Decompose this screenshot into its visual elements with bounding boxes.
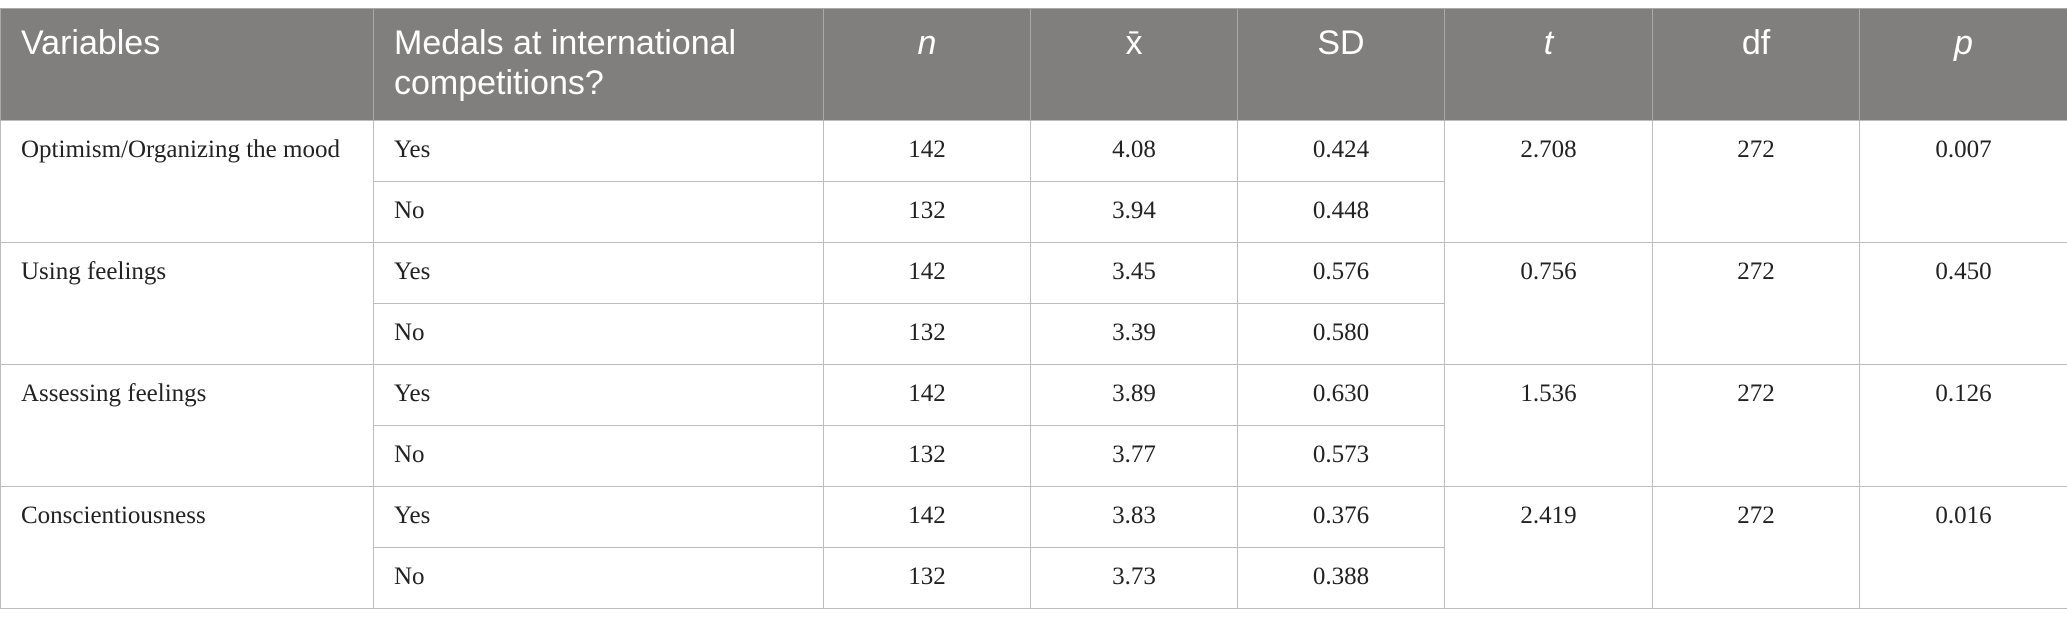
medals-cell: No [373, 425, 824, 487]
mean-cell: 3.73 [1030, 547, 1238, 609]
df-cell: 272 [1652, 364, 1860, 487]
table-header: Variables Medals at international compet… [0, 8, 2067, 121]
n-cell: 142 [823, 364, 1031, 426]
p-cell: 0.016 [1859, 486, 2067, 609]
table-body: Optimism/Organizing the mood Yes 142 4.0… [0, 120, 2067, 609]
table-row: No 132 3.73 0.388 [1, 547, 2067, 609]
t-cell: 2.708 [1444, 120, 1653, 243]
header-df: df [1652, 8, 1860, 121]
variable-cell: Optimism/Organizing the mood [0, 120, 374, 243]
sd-cell: 0.630 [1237, 364, 1445, 426]
n-cell: 132 [823, 425, 1031, 487]
table-row: Optimism/Organizing the mood Yes 142 4.0… [0, 120, 2067, 243]
medals-cell: Yes [373, 242, 824, 304]
header-p: p [1859, 8, 2067, 121]
header-sd: SD [1237, 8, 1445, 121]
sd-cell: 0.580 [1237, 303, 1445, 365]
header-variables: Variables [0, 8, 374, 121]
n-cell: 142 [823, 486, 1031, 548]
medals-cell: No [373, 303, 824, 365]
mean-cell: 4.08 [1030, 120, 1238, 182]
table-container: Variables Medals at international compet… [0, 8, 2067, 609]
header-row: Variables Medals at international compet… [0, 8, 2067, 121]
mean-cell: 3.77 [1030, 425, 1238, 487]
mean-cell: 3.45 [1030, 242, 1238, 304]
sd-cell: 0.424 [1237, 120, 1445, 182]
variable-cell: Using feelings [0, 242, 374, 365]
n-cell: 142 [823, 242, 1031, 304]
variable-cell: Conscientiousness [0, 486, 374, 609]
mean-cell: 3.89 [1030, 364, 1238, 426]
table-row: Using feelings Yes 142 3.45 0.576 0.756 … [0, 242, 2067, 365]
t-cell: 2.419 [1444, 486, 1653, 609]
table-row: Conscientiousness Yes 142 3.83 0.376 2.4… [0, 486, 2067, 609]
p-cell: 0.007 [1859, 120, 2067, 243]
variable-cell: Assessing feelings [0, 364, 374, 487]
sd-cell: 0.388 [1237, 547, 1445, 609]
table-row: No 132 3.77 0.573 [1, 425, 2067, 487]
header-mean: x̄ [1030, 8, 1238, 121]
t-cell: 0.756 [1444, 242, 1653, 365]
mean-cell: 3.39 [1030, 303, 1238, 365]
p-cell: 0.450 [1859, 242, 2067, 365]
n-cell: 142 [823, 120, 1031, 182]
t-cell: 1.536 [1444, 364, 1653, 487]
n-cell: 132 [823, 181, 1031, 243]
sd-cell: 0.573 [1237, 425, 1445, 487]
header-t: t [1444, 8, 1653, 121]
medals-cell: No [373, 547, 824, 609]
header-n: n [823, 8, 1031, 121]
table-row: Assessing feelings Yes 142 3.89 0.630 1.… [0, 364, 2067, 487]
sd-cell: 0.576 [1237, 242, 1445, 304]
sd-cell: 0.448 [1237, 181, 1445, 243]
df-cell: 272 [1652, 242, 1860, 365]
medals-cell: No [373, 181, 824, 243]
p-cell: 0.126 [1859, 364, 2067, 487]
mean-cell: 3.83 [1030, 486, 1238, 548]
df-cell: 272 [1652, 120, 1860, 243]
header-medals: Medals at international competitions? [373, 8, 824, 121]
medals-cell: Yes [373, 120, 824, 182]
n-cell: 132 [823, 303, 1031, 365]
medals-cell: Yes [373, 364, 824, 426]
sd-cell: 0.376 [1237, 486, 1445, 548]
mean-cell: 3.94 [1030, 181, 1238, 243]
n-cell: 132 [823, 547, 1031, 609]
data-table: Variables Medals at international compet… [0, 8, 2067, 609]
medals-cell: Yes [373, 486, 824, 548]
df-cell: 272 [1652, 486, 1860, 609]
